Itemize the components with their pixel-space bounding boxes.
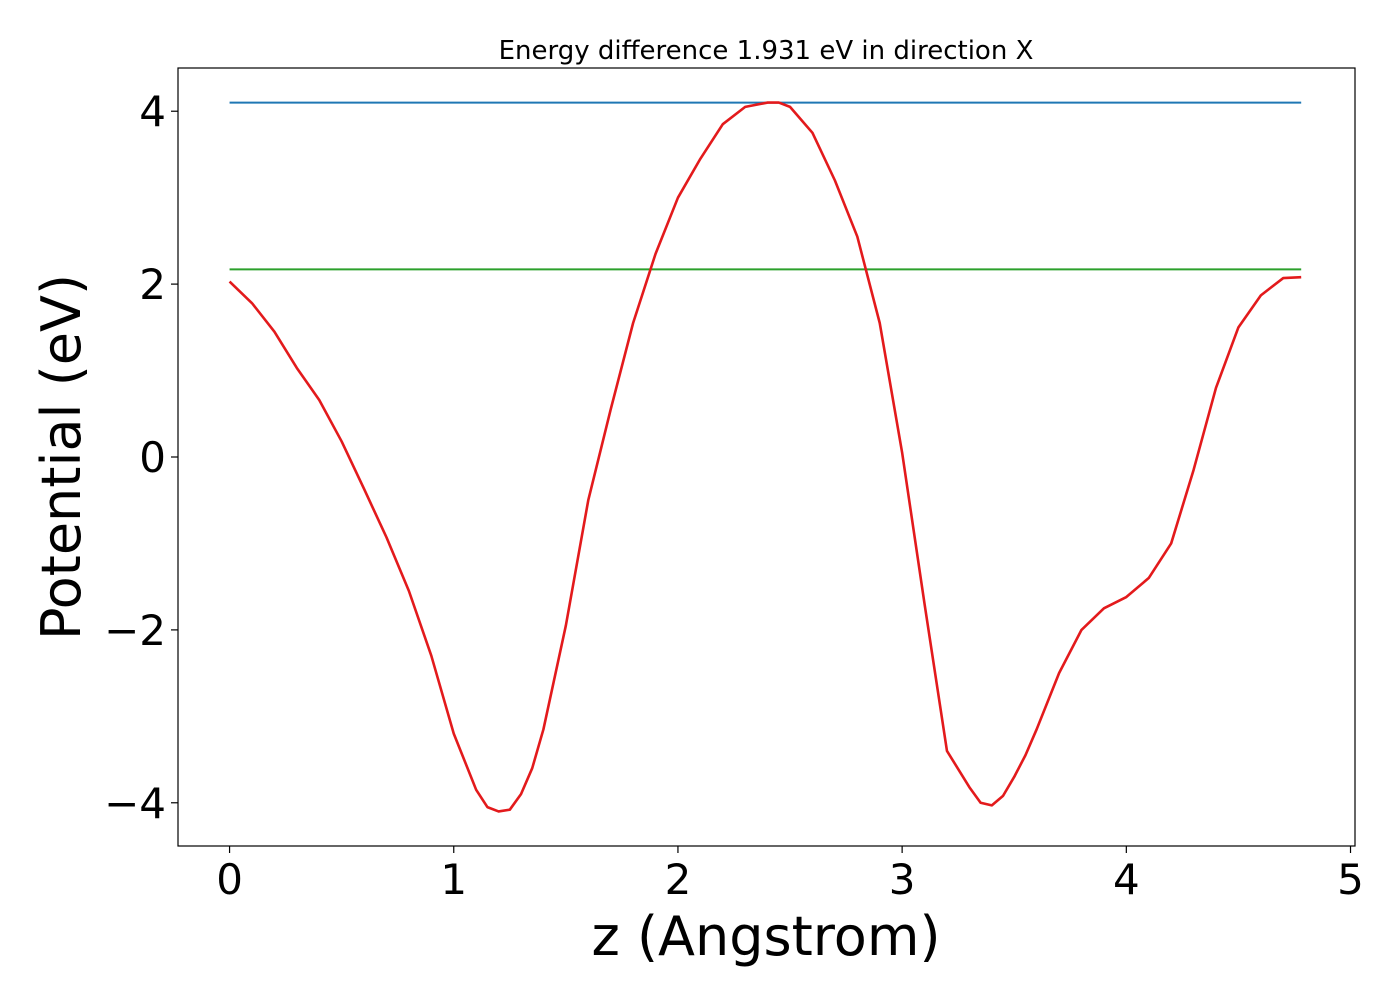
x-tick-label: 2	[665, 855, 692, 904]
x-tick-label: 1	[440, 855, 467, 904]
x-tick-label: 5	[1337, 855, 1364, 904]
y-axis: −4 −2 0 2 4	[104, 87, 178, 828]
x-tick-label: 0	[216, 855, 243, 904]
series-line-2	[228, 101, 1302, 813]
chart-title: Energy difference 1.931 eV in direction …	[499, 36, 1034, 66]
x-axis-label: z (Angstrom)	[591, 905, 940, 968]
plot-area	[177, 67, 1356, 847]
y-tick-label: 0	[139, 433, 166, 482]
x-tick-label: 4	[1113, 855, 1140, 904]
y-tick-label: −2	[104, 606, 166, 655]
y-tick-label: 4	[139, 87, 166, 136]
y-axis-label: Potential (eV)	[30, 274, 93, 640]
series-layer	[228, 101, 1302, 813]
x-tick-label: 3	[889, 855, 916, 904]
y-tick-label: 2	[139, 260, 166, 309]
y-tick-label: −4	[104, 779, 166, 828]
x-axis: 0 1 2 3 4 5	[216, 846, 1364, 904]
